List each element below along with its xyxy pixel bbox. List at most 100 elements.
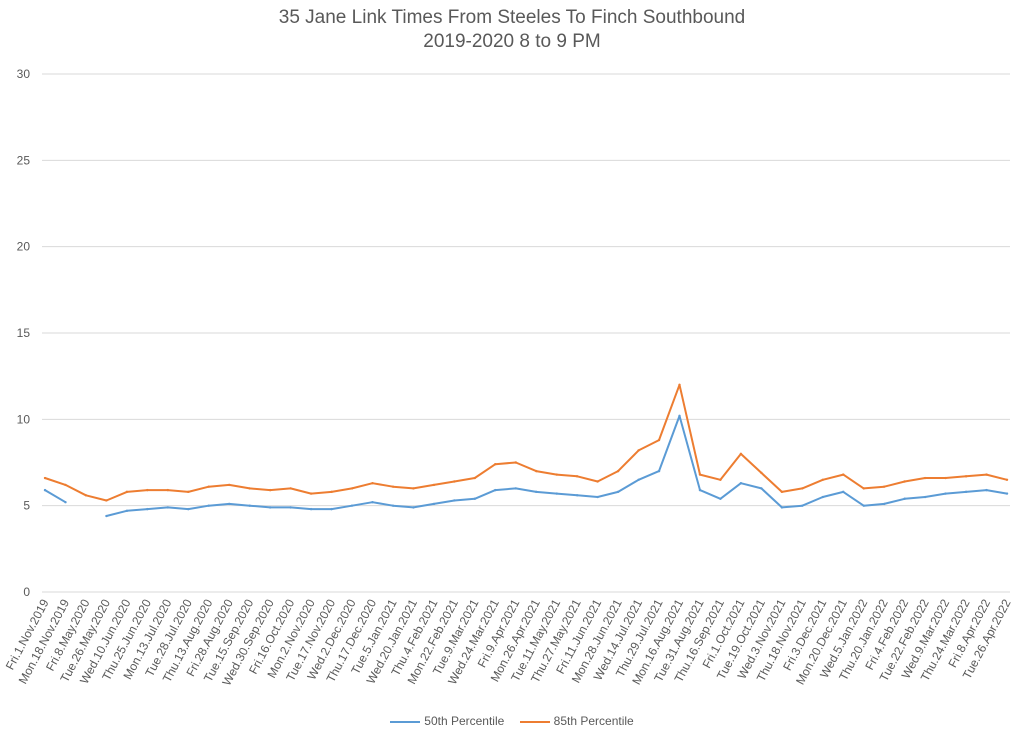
data-point-85th <box>739 452 743 456</box>
y-tick-label: 20 <box>17 240 31 254</box>
data-point-50th <box>125 509 129 513</box>
chart-subtitle: 2019-2020 8 to 9 PM <box>423 31 601 52</box>
chart-title-block: 35 Jane Link Times From Steeles To Finch… <box>0 6 1024 54</box>
data-point-50th <box>289 506 292 509</box>
data-point-50th <box>473 497 477 500</box>
data-point-85th <box>514 461 517 464</box>
data-point-50th <box>862 504 865 507</box>
data-point-85th <box>985 473 988 476</box>
data-point-50th <box>187 507 190 511</box>
legend-item-50th: 50th Percentile <box>390 714 504 728</box>
data-point-85th <box>289 487 292 490</box>
data-point-85th <box>371 482 374 485</box>
data-point-85th <box>309 492 313 495</box>
data-point-50th <box>43 488 47 492</box>
data-point-85th <box>575 475 579 478</box>
data-point-85th <box>698 473 702 476</box>
data-point-50th <box>719 497 722 500</box>
data-point-50th <box>903 497 906 500</box>
data-point-50th <box>166 506 170 509</box>
data-point-85th <box>84 494 88 497</box>
y-tick-label: 25 <box>17 153 31 167</box>
data-point-85th <box>801 487 804 490</box>
data-point-50th <box>657 469 661 473</box>
data-point-85th <box>125 490 129 494</box>
series-line-85th <box>44 383 1008 502</box>
legend-swatch-85th <box>519 720 550 723</box>
data-point-85th <box>1005 478 1009 481</box>
data-point-85th <box>964 475 968 478</box>
y-tick-label: 5 <box>23 499 30 513</box>
data-point-50th <box>596 495 599 499</box>
data-point-85th <box>330 490 333 494</box>
data-point-85th <box>657 438 661 442</box>
data-point-85th <box>207 485 210 488</box>
data-point-50th <box>535 490 538 494</box>
legend-item-85th: 85th Percentile <box>519 714 634 728</box>
data-point-85th <box>719 478 722 481</box>
data-point-50th <box>453 499 456 502</box>
data-point-85th <box>268 488 272 492</box>
data-point-50th <box>494 488 497 492</box>
data-point-50th <box>944 492 947 495</box>
data-point-85th <box>678 383 681 386</box>
data-point-50th <box>616 490 620 494</box>
data-point-50th <box>228 502 231 506</box>
data-point-50th <box>514 487 517 490</box>
data-point-85th <box>637 449 640 452</box>
data-point-85th <box>780 490 784 494</box>
data-point-85th <box>596 480 599 483</box>
y-tick-label: 30 <box>17 67 31 81</box>
data-point-50th <box>698 488 702 492</box>
data-point-85th <box>923 476 927 480</box>
legend-label-50th: 50th Percentile <box>424 714 505 728</box>
data-point-85th <box>146 488 149 492</box>
data-point-50th <box>985 488 988 492</box>
data-point-85th <box>228 483 231 487</box>
data-point-85th <box>760 471 763 475</box>
data-point-50th <box>780 506 784 509</box>
y-tick-label: 15 <box>17 326 31 340</box>
data-point-50th <box>268 506 272 509</box>
data-point-50th <box>678 414 681 418</box>
data-point-50th <box>801 504 804 507</box>
data-point-50th <box>412 506 415 509</box>
data-point-85th <box>166 488 170 492</box>
data-point-85th <box>616 469 620 473</box>
chart-title: 35 Jane Link Times From Steeles To Finch… <box>278 7 746 28</box>
data-point-85th <box>43 476 47 480</box>
data-point-85th <box>64 483 67 487</box>
data-point-50th <box>105 514 108 518</box>
data-point-85th <box>903 480 906 483</box>
data-point-50th <box>923 495 927 499</box>
data-point-50th <box>739 482 743 485</box>
data-point-85th <box>391 485 395 488</box>
data-point-50th <box>882 502 886 506</box>
data-point-85th <box>432 483 436 487</box>
data-point-50th <box>964 490 968 494</box>
data-point-50th <box>371 501 374 504</box>
data-point-85th <box>494 463 497 466</box>
y-tick-label: 0 <box>23 585 30 599</box>
data-point-85th <box>555 473 558 476</box>
legend-label-85th: 85th Percentile <box>553 714 634 728</box>
data-point-50th <box>207 504 210 507</box>
data-point-85th <box>453 480 456 483</box>
data-point-85th <box>473 476 477 480</box>
data-point-50th <box>637 478 640 481</box>
data-point-50th <box>64 501 67 504</box>
data-point-50th <box>248 504 251 507</box>
data-point-50th <box>350 504 354 507</box>
data-point-85th <box>842 473 845 476</box>
data-point-50th <box>555 492 558 495</box>
data-point-50th <box>1005 492 1009 495</box>
data-point-85th <box>535 469 538 473</box>
data-point-85th <box>350 487 354 490</box>
data-point-85th <box>882 485 886 488</box>
data-point-50th <box>309 507 313 511</box>
data-point-50th <box>391 504 395 507</box>
data-point-50th <box>330 507 333 511</box>
chart-legend: 50th Percentile 85th Percentile <box>0 714 1024 728</box>
data-point-85th <box>248 487 251 490</box>
